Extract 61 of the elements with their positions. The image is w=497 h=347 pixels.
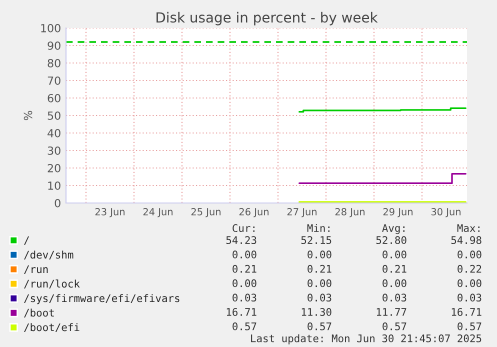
legend-label: /dev/shm	[24, 250, 74, 260]
x-tick-label: 27 Jun	[287, 208, 316, 218]
text: 0.03	[232, 294, 256, 302]
text: 0.00	[458, 279, 482, 288]
text: 0.00	[232, 279, 256, 288]
text: 0.57	[232, 322, 256, 330]
text: Min:	[307, 224, 330, 232]
text: 0.03	[308, 294, 332, 302]
y-tick-label: 60	[48, 94, 60, 102]
x-tick-label: 29 Jun	[383, 208, 412, 218]
text: 0.00	[232, 250, 256, 258]
text: 52.15	[301, 236, 332, 244]
legend-label: /boot	[24, 308, 54, 318]
text: Cur:	[232, 224, 254, 232]
text: 0.03	[458, 294, 482, 302]
y-axis-title: %	[24, 110, 32, 120]
text: 54.98	[451, 236, 482, 244]
text: 11.30	[302, 308, 332, 316]
text: 0.21	[382, 264, 406, 273]
x-tick-label: 26 Jun	[239, 208, 268, 218]
text: 0.57	[382, 322, 406, 330]
legend-label: /boot/efi	[24, 323, 80, 332]
text: Last update: Mon Jun 30 21:45:07 2025	[251, 334, 482, 344]
x-tick-label: 28 Jun	[335, 208, 364, 218]
y-tick-label: 50	[48, 111, 60, 120]
y-tick-label: 100	[41, 24, 60, 32]
text: 0.21	[308, 264, 332, 273]
text: Avg:	[382, 224, 404, 234]
y-tick-label: 10	[48, 181, 60, 190]
text: 0.00	[308, 279, 332, 288]
text: 0.22	[458, 264, 482, 273]
text: 0.57	[458, 322, 482, 330]
text: 0.00	[308, 250, 332, 258]
text: 0.00	[382, 250, 406, 258]
y-tick-label: 90	[48, 41, 60, 50]
legend-label: /sys/firmware/efi/efivars	[24, 294, 180, 304]
chart-title: Disk usage in percent - by week	[156, 12, 378, 26]
text: 54.23	[226, 236, 256, 244]
text: 11.77	[376, 308, 406, 316]
x-tick-label: 30 Jun	[431, 208, 460, 218]
text: 16.71	[226, 308, 256, 316]
y-tick-label: 30	[48, 146, 60, 155]
text: 0.03	[382, 294, 406, 302]
text: 0.00	[382, 279, 406, 288]
x-tick-label: 25 Jun	[191, 208, 220, 218]
legend-label: /run/lock	[24, 280, 80, 288]
y-tick-label: 0	[54, 198, 60, 208]
x-tick-label: 23 Jun	[95, 208, 124, 218]
text: Max:	[457, 224, 480, 232]
y-tick-label: 40	[48, 128, 60, 138]
x-tick-label: 24 Jun	[143, 208, 172, 218]
legend-label: /run	[24, 265, 48, 274]
text: 0.00	[458, 250, 482, 258]
text: 0.21	[232, 264, 256, 273]
text: 52.80	[376, 236, 406, 244]
y-tick-label: 70	[48, 76, 60, 85]
text: 16.71	[452, 308, 482, 316]
y-tick-label: 20	[48, 164, 60, 172]
y-tick-label: 80	[48, 58, 60, 68]
text: 0.57	[308, 322, 332, 330]
legend-label: /	[24, 236, 30, 245]
